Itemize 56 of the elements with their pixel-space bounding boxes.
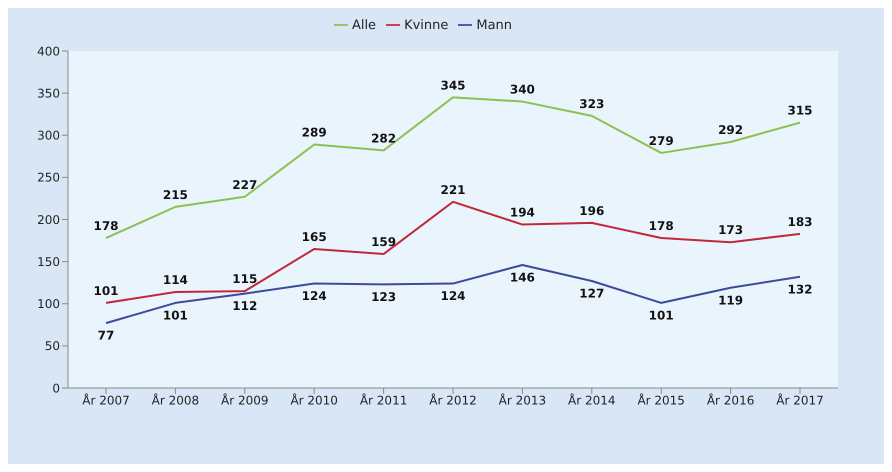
data-label: 340 <box>510 82 535 97</box>
x-tick-label: År 2014 <box>568 392 616 408</box>
x-tick-label: År 2007 <box>82 392 130 408</box>
data-label: 101 <box>93 284 119 298</box>
data-label: 345 <box>440 78 466 92</box>
x-tick-label: År 2008 <box>152 392 200 408</box>
legend-label: Kvinne <box>404 18 448 33</box>
legend-label: Alle <box>352 18 376 33</box>
data-label: 196 <box>579 204 604 218</box>
legend-label: Mann <box>476 18 512 33</box>
x-tick-label: År 2017 <box>776 392 824 408</box>
data-label: 323 <box>579 96 604 111</box>
x-tick-label: År 2009 <box>221 392 269 408</box>
data-label: 165 <box>302 230 327 244</box>
x-tick-label: År 2016 <box>706 392 754 408</box>
y-tick-label: 300 <box>37 128 60 143</box>
data-label: 115 <box>232 272 258 286</box>
x-tick-label: År 2011 <box>360 392 408 408</box>
data-label: 77 <box>98 328 114 343</box>
x-tick-label: År 2015 <box>637 392 685 408</box>
data-label: 289 <box>302 126 327 140</box>
x-tick-label: År 2010 <box>290 392 338 408</box>
y-tick-label: 350 <box>37 86 60 100</box>
x-tick-label: År 2012 <box>429 392 477 408</box>
data-label: 146 <box>510 270 535 285</box>
data-label: 178 <box>648 219 674 234</box>
data-label: 112 <box>232 299 258 314</box>
y-tick-label: 50 <box>44 339 60 354</box>
y-tick-label: 250 <box>37 170 60 185</box>
data-label: 123 <box>371 290 396 304</box>
data-label: 124 <box>302 289 327 304</box>
y-tick-label: 200 <box>37 212 60 227</box>
data-label: 282 <box>371 131 396 146</box>
x-tick-label: År 2013 <box>498 392 546 408</box>
data-label: 132 <box>787 282 813 296</box>
y-tick-label: 0 <box>52 381 60 396</box>
data-label: 194 <box>510 206 535 220</box>
data-label: 221 <box>440 182 466 197</box>
data-label: 292 <box>718 122 744 137</box>
data-label: 101 <box>648 308 674 322</box>
data-label: 227 <box>232 178 258 192</box>
data-label: 124 <box>440 289 466 304</box>
y-tick-label: 100 <box>37 297 60 312</box>
data-label: 119 <box>718 293 744 308</box>
data-label: 315 <box>787 104 813 118</box>
data-label: 173 <box>718 223 744 238</box>
y-tick-label: 150 <box>37 254 60 269</box>
data-label: 183 <box>787 214 813 229</box>
data-label: 178 <box>93 219 119 234</box>
data-label: 101 <box>162 308 188 322</box>
data-label: 127 <box>579 286 604 301</box>
data-label: 279 <box>648 134 674 148</box>
y-tick-label: 400 <box>37 44 60 58</box>
data-label: 114 <box>162 272 188 287</box>
data-label: 215 <box>162 188 188 202</box>
data-label: 159 <box>371 235 396 250</box>
